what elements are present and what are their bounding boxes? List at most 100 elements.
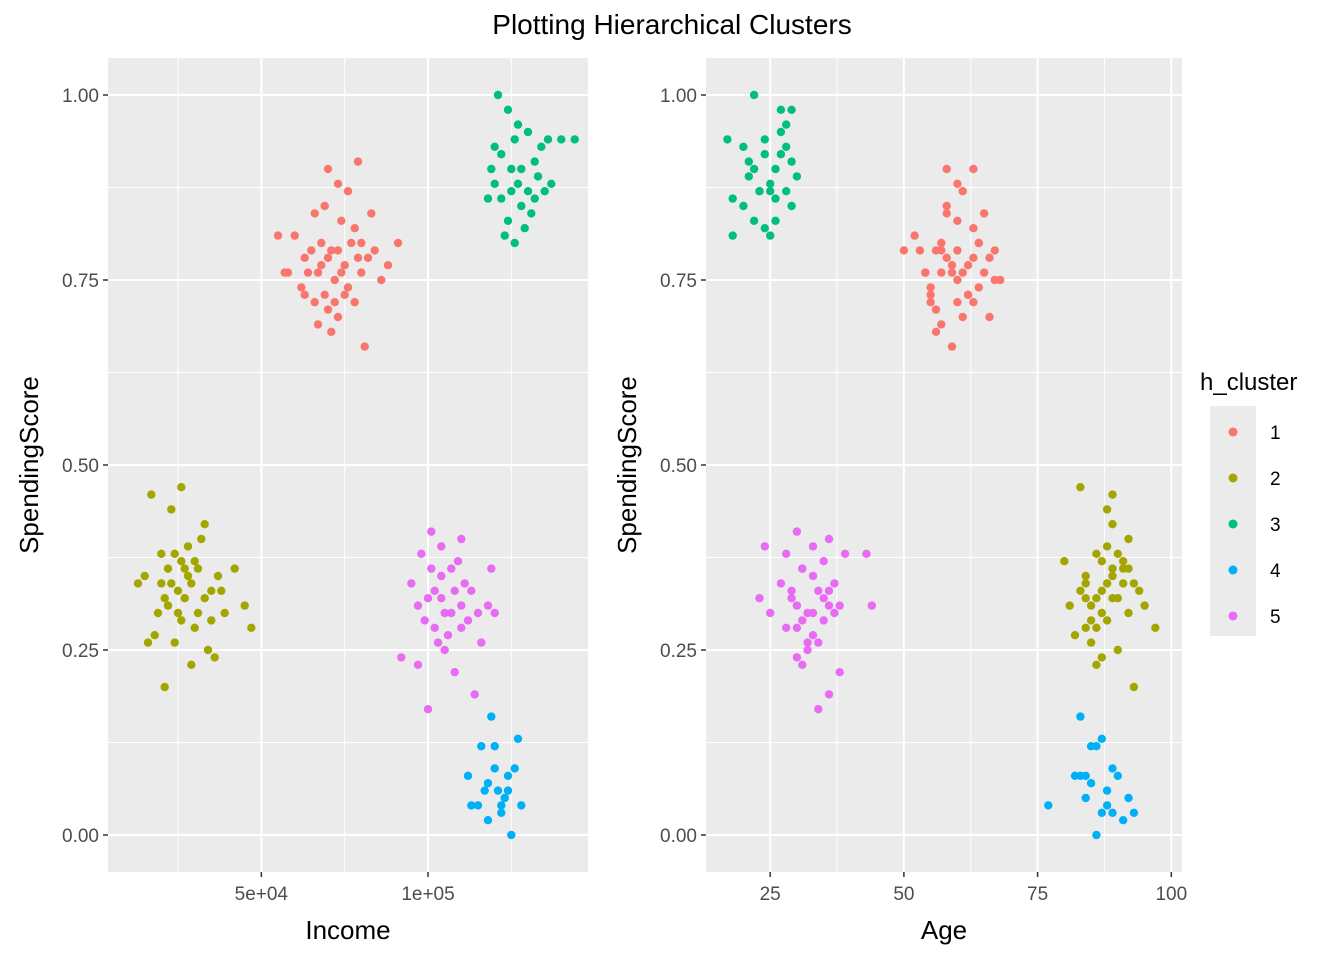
legend-key-4 [1228, 565, 1238, 575]
data-point [1108, 571, 1117, 581]
data-point [530, 194, 539, 203]
data-point [437, 571, 446, 581]
y-tick-label: 0.00 [62, 826, 99, 847]
data-point [463, 616, 473, 625]
data-point [457, 623, 466, 632]
x-tick-label: 1e+05 [401, 884, 454, 905]
age-panel: 0.00 0.25 0.50 0.75 1.00 25 50 75 100 Age Spending… [612, 58, 1187, 945]
data-point [824, 534, 834, 544]
data-point [792, 172, 802, 181]
legend-key-1 [1228, 427, 1238, 437]
legend-label-2: 2 [1270, 469, 1281, 490]
data-point [273, 231, 283, 240]
data-point [160, 594, 169, 603]
data-point [969, 298, 978, 307]
legend: h_cluster 1 2 3 4 5 [1200, 369, 1297, 636]
data-point [937, 238, 946, 248]
x-tick-label: 100 [1155, 884, 1187, 905]
data-point [423, 594, 433, 603]
data-point [333, 179, 343, 188]
data-point [990, 275, 999, 285]
data-point [969, 164, 978, 174]
data-point [147, 490, 156, 499]
data-point [755, 187, 764, 196]
data-point [1129, 579, 1139, 588]
data-point [327, 246, 336, 255]
legend-label-4: 4 [1270, 561, 1281, 582]
data-point [1113, 645, 1123, 655]
data-point [803, 638, 812, 647]
data-point [760, 135, 769, 144]
data-point [397, 653, 406, 662]
data-point [766, 608, 775, 618]
data-point [792, 653, 802, 662]
data-point [513, 120, 523, 129]
data-point [1092, 660, 1101, 669]
data-point [835, 601, 844, 610]
data-point [963, 290, 973, 299]
data-point [953, 275, 962, 285]
data-point [1081, 594, 1090, 603]
data-point [963, 261, 973, 270]
data-point [503, 216, 513, 225]
data-point [1086, 616, 1096, 625]
y-tick-label: 1.00 [660, 86, 697, 107]
data-point [1060, 557, 1069, 566]
data-point [500, 793, 509, 803]
y-tick-label: 0.25 [62, 641, 99, 662]
data-point [1092, 830, 1101, 840]
data-point [357, 238, 366, 248]
data-point [507, 830, 516, 840]
data-point [1102, 579, 1112, 588]
data-point [540, 187, 549, 196]
data-point [1081, 571, 1090, 581]
data-point [1129, 682, 1139, 692]
data-point [1102, 505, 1112, 514]
data-point [167, 579, 176, 588]
x-tick-label: 75 [1027, 884, 1048, 905]
data-point [407, 579, 416, 588]
data-point [493, 786, 503, 795]
data-point [240, 601, 249, 610]
data-point [510, 238, 519, 248]
data-point [557, 135, 566, 144]
data-point [1086, 779, 1096, 788]
legend-title: h_cluster [1200, 369, 1297, 396]
data-point [947, 342, 957, 351]
data-point [220, 608, 229, 618]
data-point [450, 668, 459, 677]
data-point [133, 579, 143, 588]
data-point [160, 682, 169, 692]
data-point [430, 586, 439, 595]
data-point [570, 135, 579, 144]
data-point [190, 623, 199, 632]
data-point [1102, 616, 1112, 625]
data-point [926, 283, 935, 292]
y-tick-label: 0.75 [62, 271, 99, 292]
data-point [985, 253, 994, 262]
data-point [931, 327, 941, 336]
data-point [1044, 801, 1053, 810]
data-point [177, 557, 186, 566]
series-cluster-1 [273, 157, 403, 351]
data-point [771, 216, 780, 225]
data-point [942, 209, 951, 218]
data-point [370, 246, 379, 255]
data-point [290, 231, 299, 240]
data-point [1108, 808, 1117, 817]
data-point [483, 194, 493, 203]
data-point [353, 253, 363, 262]
data-point [320, 201, 329, 211]
data-point [200, 520, 209, 529]
data-point [990, 246, 999, 255]
data-point [327, 327, 336, 336]
data-point [1124, 534, 1133, 544]
data-point [510, 135, 519, 144]
y-axis-title: SpendingScore [14, 376, 44, 554]
data-point [1129, 808, 1139, 817]
data-point [728, 194, 737, 203]
data-point [337, 216, 346, 225]
data-point [350, 298, 359, 307]
data-point [547, 179, 556, 188]
data-point [1124, 608, 1133, 618]
